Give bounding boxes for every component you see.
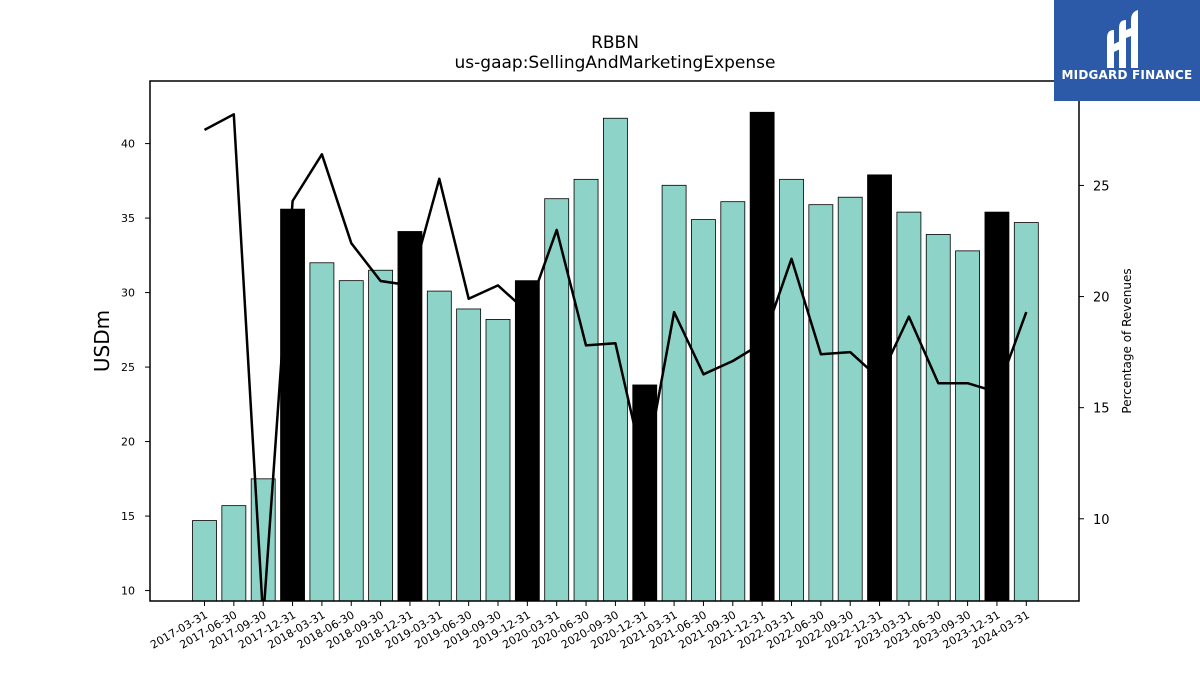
bar-2018-03-31 [309,262,335,602]
line-series [203,113,1028,601]
bar-2019-09-30 [485,318,511,602]
y-right-tick-label-25: 25 [1093,179,1110,194]
bar-2019-06-30 [456,308,482,602]
y-tick-label-30: 30 [121,287,135,300]
y-tick-label-35: 35 [121,212,135,225]
plot-frame [149,80,1080,602]
y-axis-left: 10 15 20 25 30 35 40 [121,138,150,598]
y-tick-label-25: 25 [121,361,135,374]
bar-2021-03-31 [661,184,687,602]
y-tick-label-10: 10 [121,585,135,598]
bar-2018-06-30 [338,280,364,602]
bar-2018-09-30 [368,269,394,602]
y-right-tick-label-15: 15 [1093,402,1110,417]
y-tick-label-40: 40 [121,138,135,151]
bar-series [192,111,1039,602]
bar-2020-12-31 [632,384,658,602]
bar-2022-12-31 [867,174,892,602]
bar-2017-03-31 [192,520,217,602]
bar-2018-12-31 [397,231,423,602]
bar-2023-12-31 [984,211,1010,602]
bar-2023-03-31 [896,211,922,602]
bar-2017-06-30 [221,505,247,602]
y-right-tick-label-10: 10 [1093,513,1110,528]
bar-2021-06-30 [691,219,716,602]
y-right-tick-label-20: 20 [1093,291,1110,306]
y-axis-right: 10 15 20 25 [1079,179,1110,528]
bar-2020-06-30 [573,178,599,602]
x-axis: 2017-03-312017-06-302017-09-302017-12-31… [148,601,1032,652]
bar-2022-06-30 [808,204,834,602]
bar-2023-09-30 [955,250,980,602]
y-tick-label-20: 20 [121,436,135,449]
bar-2021-09-30 [720,201,746,602]
logo-mark-icon [1107,10,1138,68]
bar-2022-03-31 [779,178,804,602]
chart-title: RBBN [591,33,639,53]
bar-2019-12-31 [514,280,540,602]
y-axis-label: USDm [90,310,114,372]
bar-2017-12-31 [280,208,305,602]
bar-2024-03-31 [1013,222,1039,602]
bar-2023-06-30 [925,234,951,602]
bar-2022-09-30 [837,196,863,602]
logo-text: MIDGARD FINANCE [1061,68,1193,82]
percentage-line [203,113,1028,601]
y-tick-label-15: 15 [121,510,135,523]
chart-subtitle: us-gaap:SellingAndMarketingExpense [455,53,776,73]
bar-2020-09-30 [603,117,628,602]
y-axis-right-label: Percentage of Revenues [1120,268,1134,413]
bar-2019-03-31 [426,290,452,602]
bar-2021-12-31 [749,111,775,602]
midgard-finance-logo: MIDGARD FINANCE [1054,0,1200,101]
